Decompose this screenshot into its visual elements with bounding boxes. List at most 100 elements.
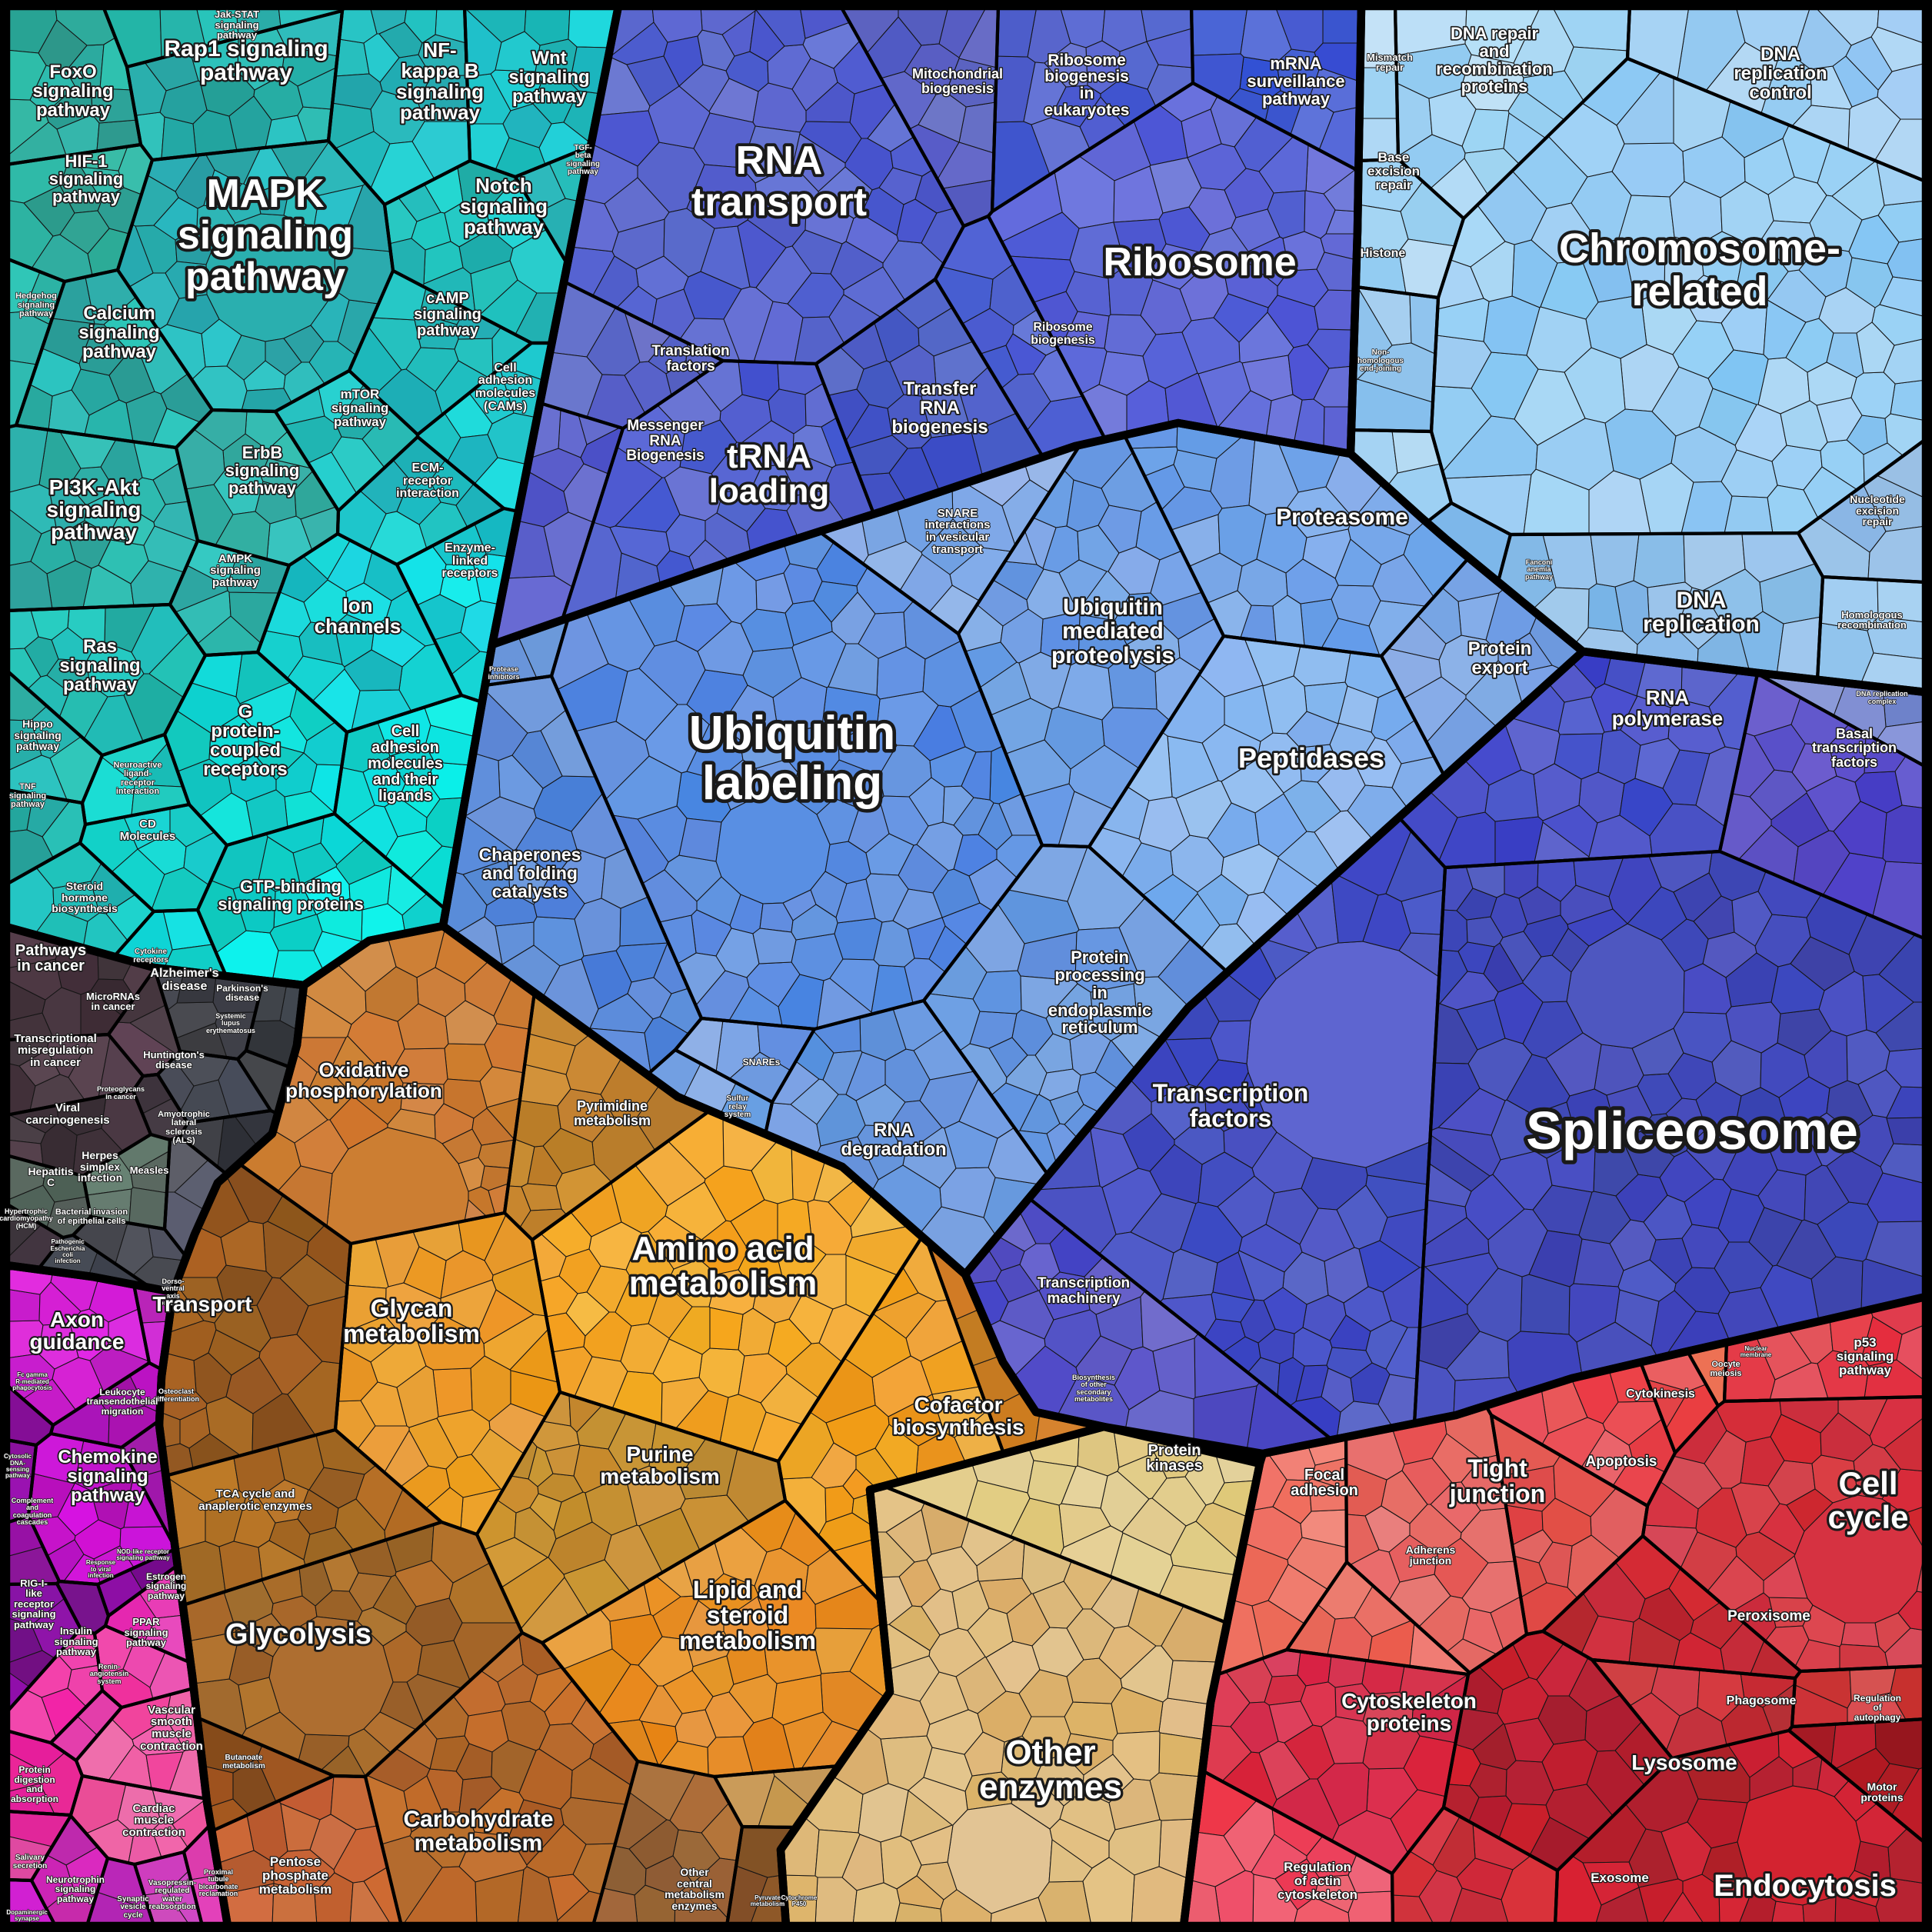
svg-text:Glycolysis: Glycolysis — [225, 1618, 371, 1651]
svg-text:Ribosome: Ribosome — [1103, 240, 1296, 285]
svg-text:Apoptosis: Apoptosis — [1586, 1454, 1657, 1470]
svg-text:Measles: Measles — [130, 1164, 169, 1176]
svg-text:Cytokinesis: Cytokinesis — [1626, 1387, 1695, 1401]
svg-text:Peptidases: Peptidases — [1238, 742, 1384, 774]
svg-text:Histone: Histone — [1361, 247, 1406, 260]
svg-text:Endocytosis: Endocytosis — [1714, 1869, 1897, 1903]
svg-text:Spliceosome: Spliceosome — [1526, 1101, 1858, 1161]
svg-text:Exosome: Exosome — [1591, 1870, 1649, 1885]
